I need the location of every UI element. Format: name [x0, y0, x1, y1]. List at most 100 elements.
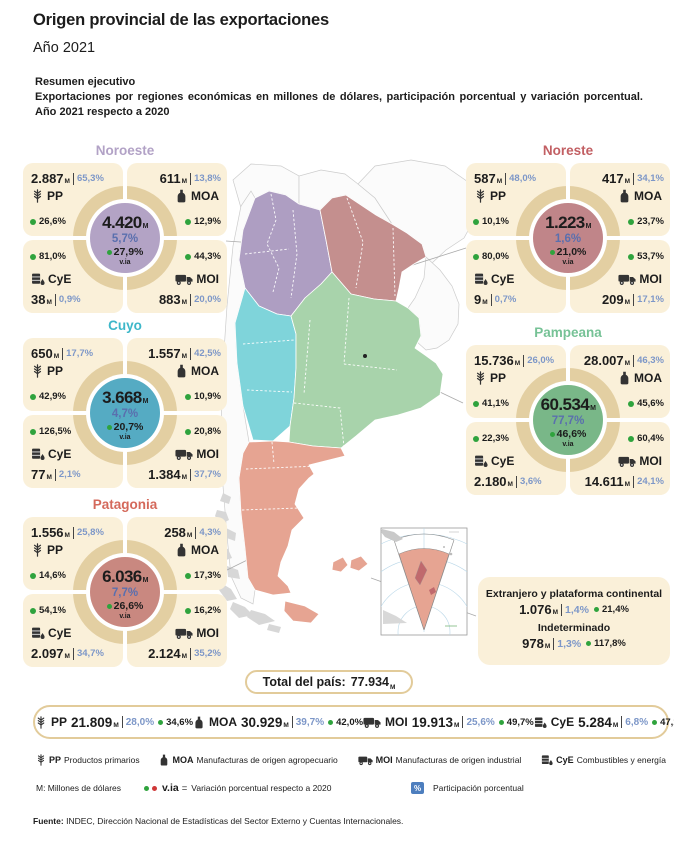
cye-category: CyE — [31, 272, 71, 286]
legend-cye-code: CyE — [556, 755, 574, 765]
pp-value: 15.736 — [474, 353, 514, 368]
pp-value: 1.556 — [31, 525, 64, 540]
up-dot-icon — [498, 719, 504, 725]
region-quadrants: 1.556 M 25,8% PP 14,6% 258 M 4,3% MOA 17,3% — [23, 517, 227, 667]
cye-variation: 22,3% — [482, 433, 509, 444]
up-dot-icon — [185, 428, 192, 435]
legend-pp-label: Productos primarios — [64, 755, 140, 765]
cye-value-line: 2.097 M 34,7% — [31, 646, 104, 661]
via-term: v.ia — [162, 782, 179, 794]
moa-variation: 23,7% — [637, 216, 664, 227]
up-dot-icon — [328, 719, 334, 725]
up-dot-icon — [30, 428, 36, 435]
pp-value-line: 587 M 48,0% — [474, 171, 536, 186]
divider — [621, 716, 623, 728]
unit-m: M — [113, 721, 119, 729]
moi-value: 209 — [601, 292, 624, 307]
legend-moi: MOI Manufacturas de origen industrial — [358, 755, 521, 766]
foreign-value: 1.076 — [519, 602, 552, 617]
unit-m: M — [46, 299, 52, 306]
pp-code: PP — [47, 364, 64, 378]
unit-m: M — [544, 643, 551, 650]
undetermined-share: 1,3% — [557, 637, 582, 650]
total-number: 6.036 — [102, 567, 142, 586]
moi-variation: 60,4% — [637, 433, 664, 444]
up-dot-icon — [144, 785, 149, 791]
divider — [490, 293, 492, 306]
region-variation-value: 26,6% — [113, 600, 144, 613]
antarctica-inset — [380, 527, 468, 636]
divider — [291, 716, 293, 728]
moa-category: MOA — [175, 543, 219, 557]
pp-share: 48,0% — [509, 173, 537, 184]
divider — [561, 603, 563, 616]
cye-share: 0,9% — [58, 294, 81, 305]
unit-m: M — [64, 532, 70, 539]
via-label: v.ia — [562, 258, 574, 266]
pp-category: PP — [31, 189, 63, 203]
totals-pp-code: PP — [51, 715, 68, 729]
region-variation: 20,7% — [90, 421, 160, 434]
region-panel-noreste: Noreste 587 M 48,0% PP 10,1% 417 M 34,1% MOA — [466, 143, 670, 313]
cye-category: CyE — [474, 272, 514, 286]
inset-red-islet — [429, 587, 436, 595]
moi-variation-line: 53,7% — [628, 251, 664, 262]
region-panel-cuyo: Cuyo 650 M 17,7% PP 42,9% 1.557 M 42,5% MOA — [23, 318, 227, 488]
cye-value-line: 9 M 0,7% — [474, 292, 516, 307]
region-total-circle: 6.036M 7,7% 26,6% v.ia — [90, 557, 160, 627]
moa-code: MOA — [634, 189, 662, 203]
region-quadrants: 15.736 M 26,0% PP 41,1% 28.007 M 46,3% MOA 4… — [466, 345, 670, 495]
cye-value-line: 77 M 2,1% — [31, 467, 81, 482]
pp-variation: 41,1% — [482, 398, 509, 409]
moa-category: MOA — [175, 189, 219, 203]
pp-variation: 26,6% — [39, 216, 66, 227]
unit-m: M — [64, 178, 70, 185]
region-variation: 46,6% — [533, 428, 603, 441]
pp-value: 650 — [31, 346, 53, 361]
moi-variation-line: 60,4% — [628, 433, 664, 444]
map-tierra-del-fuego — [283, 600, 320, 624]
unit-m: M — [181, 474, 188, 481]
wheat-icon — [31, 543, 44, 557]
pp-variation-line: 41,1% — [473, 398, 509, 409]
totals-moa-variation: 42,0% — [336, 716, 364, 728]
up-dot-icon — [586, 641, 592, 646]
divider — [633, 293, 635, 306]
moi-value-line: 2.124 M 35,2% — [148, 646, 221, 661]
unit-m: M — [454, 721, 460, 729]
bottle-icon — [175, 189, 188, 203]
moi-code: MOI — [196, 272, 219, 286]
moa-category: MOA — [618, 371, 662, 385]
moi-share: 35,2% — [194, 648, 221, 659]
region-total-value: 60.534M — [533, 396, 603, 413]
cye-variation: 54,1% — [39, 605, 66, 616]
pp-value-line: 1.556 M 25,8% — [31, 525, 104, 540]
cye-code: CyE — [48, 447, 72, 461]
cye-variation-line: 126,5% — [30, 426, 71, 437]
moi-value: 14.611 — [584, 474, 624, 489]
moa-value-line: 417 M 34,1% — [602, 171, 664, 186]
map-islas-malvinas — [331, 555, 369, 573]
truck-icon — [175, 627, 193, 640]
moa-variation: 12,9% — [194, 216, 221, 227]
total-number: 4.420 — [102, 213, 142, 232]
pp-category: PP — [474, 371, 506, 385]
page-title: Origen provincial de las exportaciones — [33, 11, 329, 29]
foreign-variation: 21,4% — [601, 604, 629, 615]
inset-antarctic-peninsula — [414, 560, 428, 586]
antarctic-claim-sector — [398, 548, 450, 631]
cye-variation-line: 81,0% — [30, 251, 66, 262]
totals-pp-share: 28,0% — [125, 716, 155, 728]
notes-legend: M: Millones de dólares v.ia = Variación … — [36, 780, 668, 796]
pct-description: Participación porcentual — [433, 783, 524, 793]
region-title: Noreste — [542, 143, 594, 158]
legend-cye: CyE Combustibles y energía — [541, 754, 666, 766]
barrel-icon — [31, 447, 45, 461]
up-dot-icon — [30, 218, 36, 225]
moa-variation: 45,6% — [637, 398, 664, 409]
source-label: Fuente: — [33, 816, 64, 826]
cye-share: 2,1% — [58, 469, 81, 480]
region-total-value: 1.223M — [533, 214, 603, 231]
region-share: 1,6% — [554, 233, 582, 245]
via-label: v.ia — [119, 433, 131, 441]
